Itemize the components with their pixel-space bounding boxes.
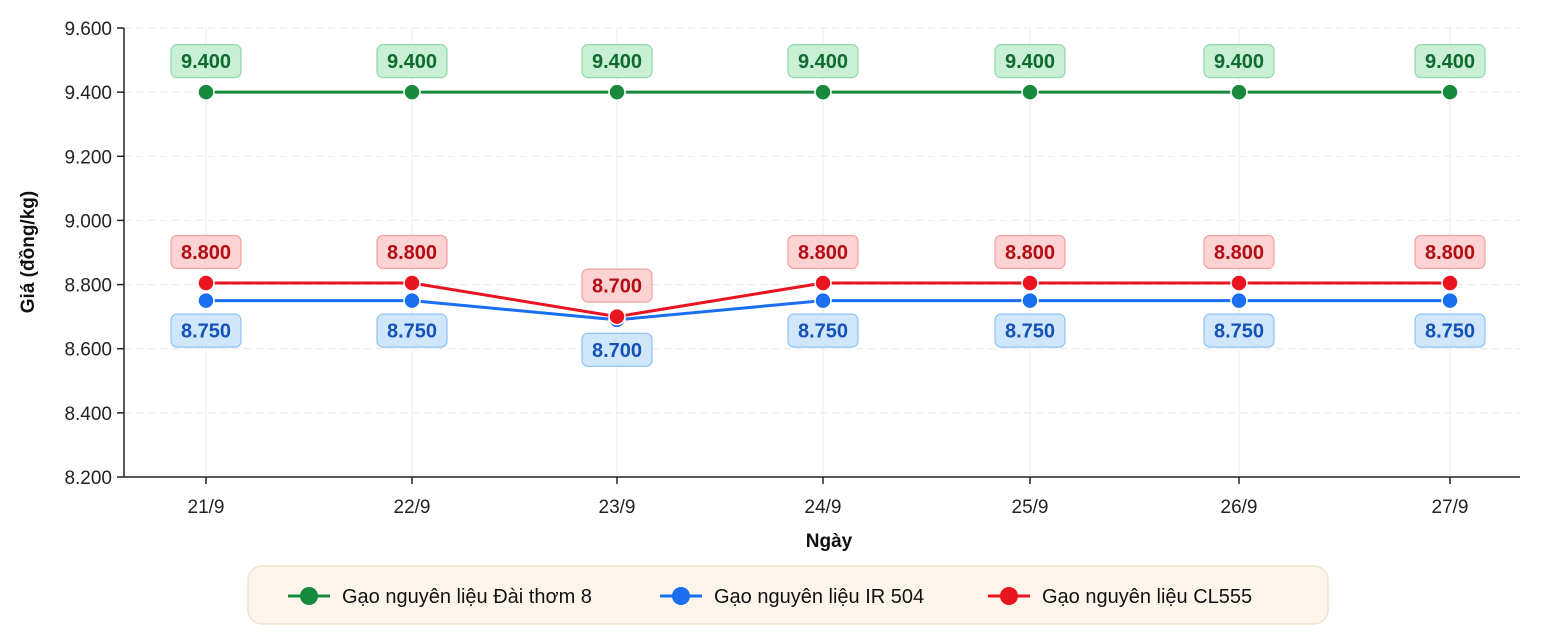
data-label-box — [376, 44, 448, 79]
data-point-marker — [1021, 291, 1039, 310]
data-label: 8.750 — [181, 321, 231, 343]
data-point-marker — [403, 83, 421, 101]
data-label-box — [581, 268, 653, 303]
y-tick-label: 8.600 — [64, 340, 112, 361]
data-label-box — [1414, 44, 1486, 79]
data-point-marker — [197, 274, 215, 292]
data-point-marker — [403, 274, 421, 292]
legend-marker-swatch — [672, 587, 690, 605]
y-tick-label: 8.800 — [64, 276, 112, 297]
data-label-box — [1414, 234, 1486, 270]
data-label-box — [787, 44, 859, 79]
x-tick-label: 24/9 — [805, 497, 842, 518]
data-label: 8.800 — [1214, 242, 1264, 264]
data-label-box — [170, 44, 242, 79]
x-tick-label: 26/9 — [1221, 497, 1258, 518]
x-tick-label: 25/9 — [1012, 497, 1049, 518]
data-label: 9.400 — [592, 51, 642, 73]
x-tick-label: 27/9 — [1432, 497, 1469, 518]
data-point-marker — [814, 291, 832, 310]
data-point-marker — [1230, 83, 1248, 101]
y-ticks: 8.200 8.400 8.600 8.800 9.000 9.200 9.400 9.600 — [64, 19, 124, 489]
data-point-marker — [1441, 291, 1459, 310]
data-label-box — [1203, 313, 1275, 348]
data-point-marker — [197, 83, 215, 101]
data-label: 8.800 — [387, 242, 437, 264]
data-label: 8.750 — [1005, 321, 1055, 343]
data-point-marker — [1230, 274, 1248, 292]
data-point-marker — [197, 291, 215, 310]
legend-box — [247, 565, 1329, 625]
data-labels: 9.400 9.400 9.400 9.400 9.400 9.400 9.400 8.750… — [170, 44, 1486, 367]
data-label: 8.800 — [798, 242, 848, 264]
data-label-box — [581, 44, 653, 79]
data-label-box — [1414, 313, 1486, 348]
data-label: 9.400 — [1425, 51, 1475, 73]
data-label-box — [994, 234, 1066, 270]
y-tick-label: 9.000 — [64, 211, 112, 232]
data-point-marker — [1441, 83, 1459, 101]
y-tick-label: 9.400 — [64, 83, 112, 104]
data-point-marker — [1441, 274, 1459, 292]
data-point-marker — [608, 307, 626, 326]
y-tick-label: 8.200 — [64, 468, 112, 489]
data-label-box — [994, 44, 1066, 79]
data-label-box — [787, 234, 859, 270]
y-tick-label: 9.600 — [64, 19, 112, 40]
legend-label: Gạo nguyên liệu Đài thơm 8 — [342, 586, 592, 608]
data-label: 8.750 — [387, 321, 437, 343]
x-tick-label: 23/9 — [599, 497, 636, 518]
legend-marker-swatch — [300, 587, 318, 605]
data-point-marker — [814, 274, 832, 292]
data-label-box — [787, 313, 859, 348]
data-label: 9.400 — [1214, 51, 1264, 73]
data-label: 8.800 — [181, 242, 231, 264]
data-point-marker — [1021, 274, 1039, 292]
y-tick-label: 8.400 — [64, 404, 112, 425]
data-label-box — [170, 234, 242, 270]
data-label: 8.700 — [592, 340, 642, 362]
x-ticks: 21/9 22/9 23/9 24/9 25/9 26/9 27/9 — [188, 477, 1469, 518]
data-point-marker — [814, 83, 832, 101]
data-point-marker — [1230, 291, 1248, 310]
data-label-box — [994, 313, 1066, 348]
data-label-box — [581, 332, 653, 367]
data-label-box — [1203, 234, 1275, 270]
data-label-box — [376, 234, 448, 270]
y-tick-label: 9.200 — [64, 147, 112, 168]
y-axis-title: Giá (đồng/kg) — [18, 191, 39, 313]
axes — [123, 28, 1520, 478]
data-label: 9.400 — [181, 51, 231, 73]
data-label: 8.750 — [798, 321, 848, 343]
data-label-box — [376, 313, 448, 348]
data-label: 9.400 — [1005, 51, 1055, 73]
series — [197, 83, 1459, 329]
data-label: 9.400 — [798, 51, 848, 73]
legend-label: Gạo nguyên liệu IR 504 — [714, 586, 924, 608]
x-axis-title: Ngày — [806, 531, 853, 552]
data-label: 8.750 — [1214, 321, 1264, 343]
legend-label: Gạo nguyên liệu CL555 — [1042, 586, 1252, 608]
data-label: 8.800 — [1425, 242, 1475, 264]
data-label: 8.700 — [592, 276, 642, 298]
legend-marker-swatch — [1000, 587, 1018, 605]
data-label-box — [1203, 44, 1275, 79]
data-point-marker — [1021, 83, 1039, 101]
data-label-box — [170, 313, 242, 348]
data-label: 8.750 — [1425, 321, 1475, 343]
data-point-marker — [608, 83, 626, 101]
legend: Gạo nguyên liệu Đài thơm 8 Gạo nguyên liệ… — [247, 565, 1329, 625]
x-tick-label: 21/9 — [188, 497, 225, 518]
data-label: 8.800 — [1005, 242, 1055, 264]
data-label: 9.400 — [387, 51, 437, 73]
x-tick-label: 22/9 — [394, 497, 431, 518]
data-point-marker — [403, 291, 421, 310]
